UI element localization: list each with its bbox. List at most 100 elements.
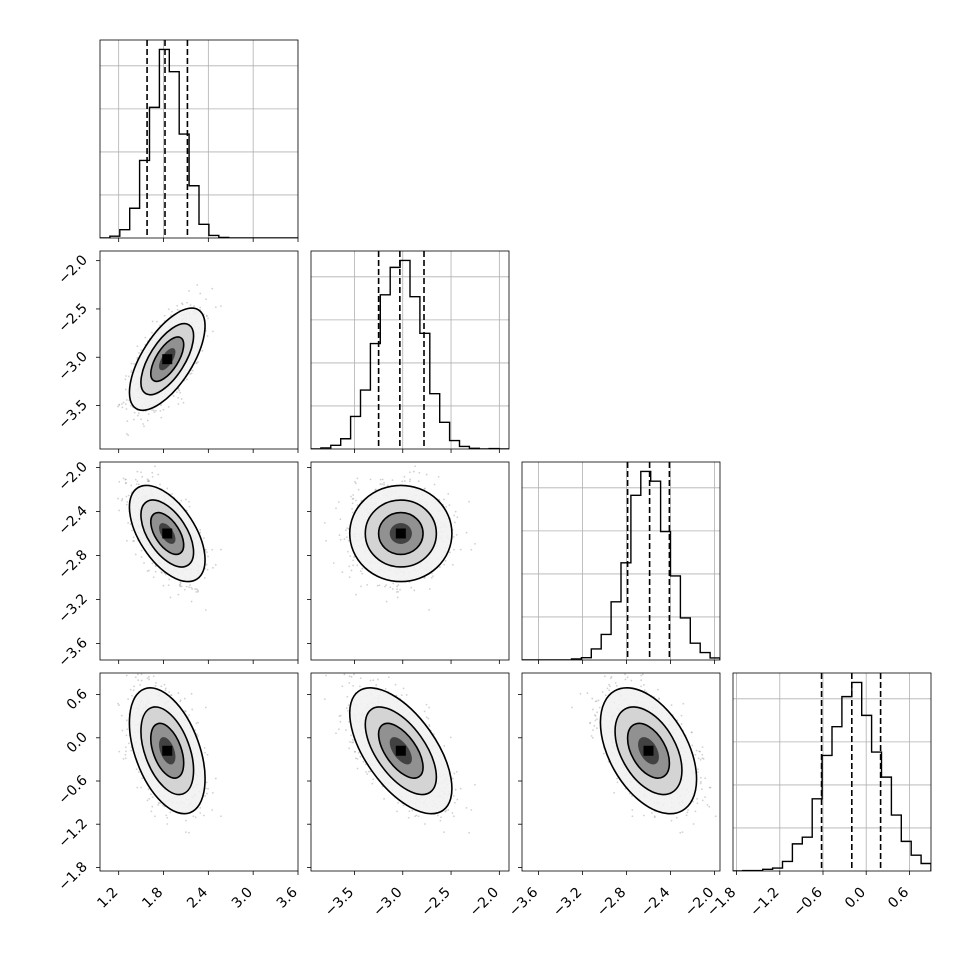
sample-point [125, 734, 128, 737]
sample-point [133, 363, 136, 365]
panel-1-0 [96, 250, 299, 453]
sample-point [354, 480, 356, 483]
sample-point [180, 302, 183, 305]
sample-point [153, 411, 156, 413]
sample-point [189, 584, 191, 587]
sample-point [147, 480, 150, 483]
sample-point [146, 570, 149, 573]
y-tick-label: −2.0 [55, 459, 90, 494]
sample-point [137, 483, 140, 486]
sample-point [339, 518, 342, 521]
sample-point [417, 480, 420, 483]
sample-point [430, 577, 433, 579]
sample-point [164, 573, 167, 576]
sample-point [125, 433, 128, 435]
sample-point [197, 360, 199, 363]
sample-point [448, 504, 451, 507]
sample-point [350, 569, 353, 572]
sample-point [153, 465, 156, 468]
sample-point [124, 403, 127, 406]
sample-point [190, 586, 193, 589]
sample-point [205, 548, 207, 551]
sample-point [449, 551, 451, 554]
panel-1-1 [310, 250, 510, 453]
sample-point [409, 478, 412, 481]
sample-point [127, 375, 130, 378]
sample-point [180, 398, 183, 400]
sample-point [166, 487, 169, 490]
sample-point [190, 372, 193, 375]
panel-0-0 [99, 39, 299, 242]
panel-frame [310, 461, 510, 661]
sample-point [130, 369, 133, 372]
sample-point [459, 548, 462, 551]
sample-point [357, 488, 360, 491]
sample-point [379, 483, 382, 486]
sample-point [353, 556, 355, 558]
sample-point [211, 287, 214, 290]
sample-point [189, 373, 191, 375]
sample-point [132, 418, 135, 421]
sample-point [220, 548, 222, 551]
sample-point [345, 529, 347, 532]
sample-point [127, 434, 130, 437]
sample-point [399, 588, 401, 591]
sample-point [178, 584, 181, 586]
sample-point [160, 571, 163, 573]
sample-point [184, 709, 186, 712]
sample-point [438, 566, 441, 568]
sample-point [122, 477, 125, 480]
sample-point [412, 470, 415, 473]
sample-point [120, 499, 123, 502]
sample-point [378, 584, 381, 587]
sample-point [220, 305, 222, 308]
sample-point [204, 609, 207, 611]
sample-point [207, 317, 209, 320]
sample-point [151, 471, 154, 474]
sample-point [125, 539, 128, 542]
sample-point [348, 576, 351, 579]
sample-point [356, 477, 359, 480]
sample-point [171, 493, 173, 495]
y-tick-label: −3.0 [55, 349, 90, 384]
panel-frame [99, 461, 299, 661]
sample-point [167, 584, 170, 587]
sample-point [409, 471, 411, 474]
sample-point [168, 691, 171, 693]
sample-point [352, 559, 355, 562]
sample-point [186, 509, 188, 512]
sample-point [129, 404, 132, 407]
sample-point [122, 401, 125, 404]
sample-point [157, 802, 160, 804]
sample-point [181, 303, 184, 306]
sample-point [474, 542, 476, 545]
sample-point [131, 529, 133, 532]
sample-point [214, 563, 217, 566]
sample-point [188, 289, 190, 292]
sample-point [206, 568, 209, 571]
sample-point [195, 362, 198, 364]
sample-point [389, 586, 392, 589]
sample-point [148, 480, 151, 482]
panel-frame [99, 250, 299, 450]
sample-point [183, 588, 186, 591]
sample-point [391, 588, 394, 590]
sample-point [143, 562, 145, 564]
sample-point [397, 590, 400, 593]
sample-point [137, 679, 140, 682]
sample-point [132, 540, 135, 543]
sample-point [185, 585, 188, 588]
sample-point [179, 582, 182, 585]
sample-point [148, 569, 150, 572]
sample-point [204, 751, 206, 754]
sample-point [197, 590, 199, 593]
sample-point [136, 470, 139, 473]
sample-point [188, 500, 190, 503]
sample-point [203, 577, 206, 579]
sample-point [381, 478, 384, 481]
sample-point [170, 663, 172, 665]
sample-point [177, 388, 180, 391]
sample-point [146, 419, 149, 422]
sample-point [359, 570, 362, 573]
